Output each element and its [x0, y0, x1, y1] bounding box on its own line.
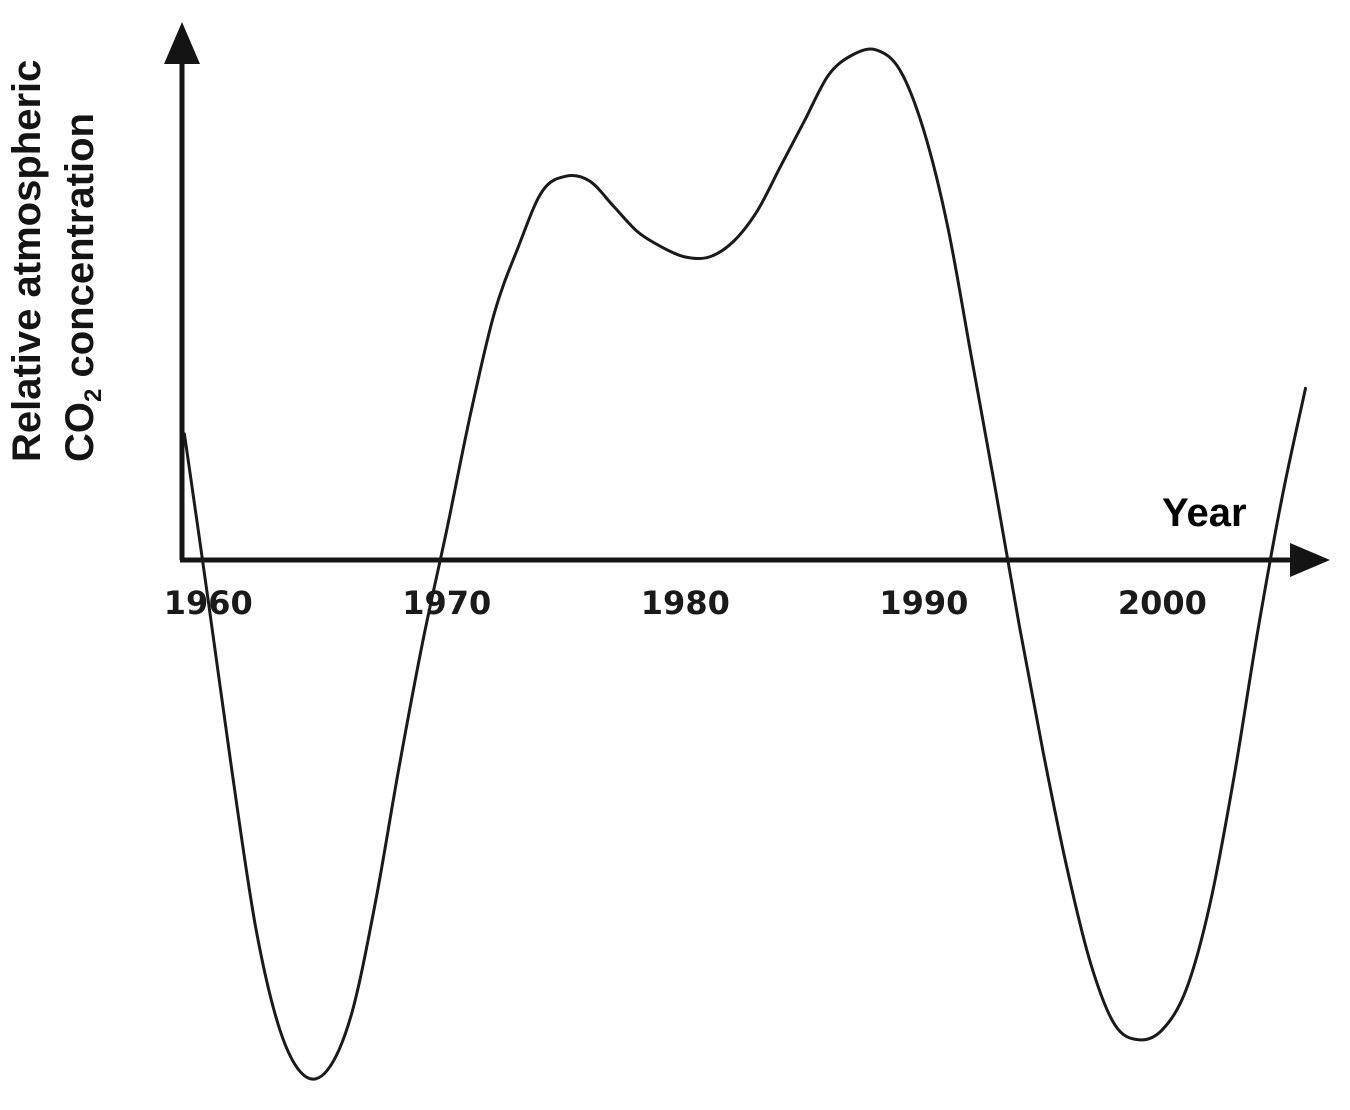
x-tick-label-1990: 1990	[879, 584, 968, 622]
x-tick-label-1970: 1970	[402, 584, 491, 622]
y-axis-label-co: CO	[58, 402, 102, 462]
y-axis-label-line-1: Relative atmospheric	[5, 60, 49, 462]
y-axis-label-subscript: 2	[80, 389, 107, 402]
x-tick-label-1980: 1980	[641, 584, 730, 622]
axes	[164, 22, 1330, 577]
x-tick-labels: 1960 1970 1980 1990 2000	[164, 584, 1207, 622]
y-axis-label-line-2: CO2 concentration	[58, 113, 107, 462]
x-tick-label-2000: 2000	[1118, 584, 1207, 622]
x-axis-label: Year	[1162, 491, 1247, 535]
x-axis-arrow-icon	[1290, 543, 1330, 577]
y-axis-arrow-icon	[164, 22, 200, 64]
series-line-0	[182, 47, 1307, 1081]
y-axis-label-rest: concentration	[58, 113, 102, 389]
y-axis-label: Relative atmospheric CO2 concentration	[5, 60, 107, 462]
series-group	[182, 47, 1307, 1081]
